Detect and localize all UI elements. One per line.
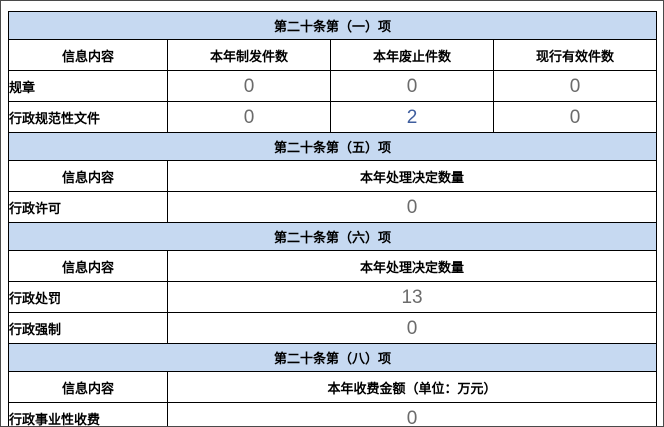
row-label-regulations: 规章 — [8, 70, 168, 102]
table-row-normative-documents: 行政规范性文件 0 2 0 — [8, 101, 658, 133]
abolished-count-link[interactable]: 2 — [330, 101, 494, 133]
column-header-issued-count: 本年制发件数 — [167, 39, 331, 71]
column-header-row: 信息内容 本年制发件数 本年废止件数 现行有效件数 — [8, 39, 658, 71]
row-label-administrative-penalty: 行政处罚 — [8, 281, 168, 313]
value-cell: 13 — [166, 281, 658, 313]
row-label-administrative-fees: 行政事业性收费 — [8, 402, 168, 426]
value-cell: 0 — [166, 402, 658, 426]
column-header-fee-amount: 本年收费金额（单位：万元） — [166, 371, 658, 403]
column-header-abolished-count: 本年废止件数 — [330, 39, 494, 71]
table-row-regulations: 规章 0 0 0 — [8, 70, 658, 102]
column-header-decisions-count: 本年处理决定数量 — [166, 250, 658, 282]
row-label-normative-documents: 行政规范性文件 — [8, 101, 168, 133]
row-label-administrative-licensing: 行政许可 — [8, 191, 168, 223]
section-header-row: 第二十条第（五）项 — [7, 132, 658, 161]
column-header-row: 信息内容 本年收费金额（单位：万元） — [8, 371, 658, 403]
value-cell: 0 — [167, 70, 331, 102]
value-cell: 0 — [492, 70, 658, 102]
column-header-decisions-count: 本年处理决定数量 — [166, 160, 658, 192]
table-row-administrative-penalty: 行政处罚 13 — [8, 281, 658, 313]
column-header-info-content: 信息内容 — [8, 39, 168, 71]
section-header-row: 第二十条第（六）项 — [7, 222, 658, 251]
section-title-item8: 第二十条第（八）项 — [7, 343, 658, 372]
table-row-administrative-fees: 行政事业性收费 0 — [8, 402, 658, 426]
column-header-info-content: 信息内容 — [8, 250, 168, 282]
value-cell: 0 — [166, 191, 658, 223]
column-header-effective-count: 现行有效件数 — [492, 39, 658, 71]
value-cell: 0 — [167, 101, 331, 133]
value-cell: 0 — [492, 101, 658, 133]
column-header-row: 信息内容 本年处理决定数量 — [8, 160, 658, 192]
column-header-info-content: 信息内容 — [8, 371, 168, 403]
section-title-item1: 第二十条第（一）项 — [7, 11, 658, 40]
value-cell: 0 — [330, 70, 494, 102]
value-cell: 0 — [166, 312, 658, 344]
table-row-administrative-coercion: 行政强制 0 — [8, 312, 658, 344]
section-title-item6: 第二十条第（六）项 — [7, 222, 658, 251]
section-title-item5: 第二十条第（五）项 — [7, 132, 658, 161]
column-header-info-content: 信息内容 — [8, 160, 168, 192]
disclosure-report-table: 第二十条第（一）项 信息内容 本年制发件数 本年废止件数 现行有效件数 规章 0… — [7, 11, 658, 426]
section-header-row: 第二十条第（一）项 — [7, 11, 658, 40]
column-header-row: 信息内容 本年处理决定数量 — [8, 250, 658, 282]
section-header-row: 第二十条第（八）项 — [7, 343, 658, 372]
row-label-administrative-coercion: 行政强制 — [8, 312, 168, 344]
table-row-administrative-licensing: 行政许可 0 — [8, 191, 658, 223]
